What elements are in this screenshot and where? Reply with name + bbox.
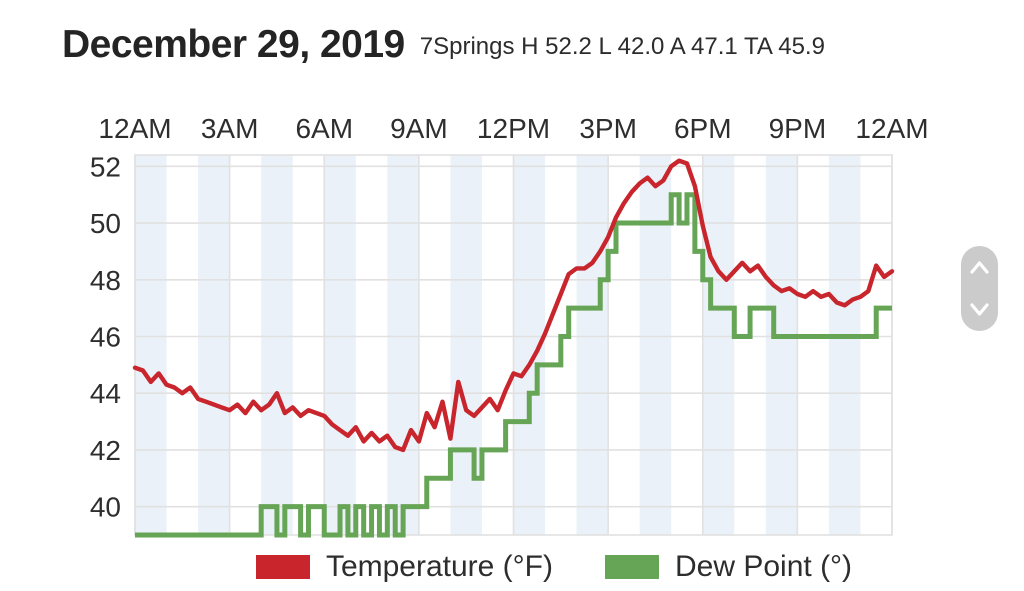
x-tick-label: 9AM: [390, 113, 448, 144]
plot-band: [765, 155, 798, 535]
temperature-swatch: [255, 555, 310, 579]
x-tick-label: 12AM: [855, 113, 928, 144]
y-tick-label: 50: [90, 208, 121, 239]
x-tick-label: 12AM: [98, 113, 171, 144]
scroll-down-button[interactable]: [961, 289, 998, 332]
y-tick-label: 46: [90, 321, 121, 352]
plot-band: [576, 155, 609, 535]
legend-item-dewpoint[interactable]: Dew Point (°): [605, 550, 852, 584]
temperature-legend-label: Temperature (°F): [325, 550, 553, 583]
x-tick-label: 9PM: [769, 113, 827, 144]
chevron-down-icon: [970, 303, 989, 316]
y-tick-label: 52: [90, 151, 121, 182]
x-tick-label: 6PM: [674, 113, 732, 144]
x-tick-label: 6AM: [295, 113, 353, 144]
legend-item-temperature[interactable]: Temperature (°F): [255, 550, 553, 584]
plot-border: [134, 154, 893, 536]
station-stats: 7Springs H 52.2 L 42.0 A 47.1 TA 45.9: [419, 33, 825, 60]
plot-band: [702, 155, 735, 535]
x-tick-label: 3AM: [201, 113, 259, 144]
x-tick-label: 12PM: [477, 113, 550, 144]
y-tick-label: 44: [90, 378, 121, 409]
dewpoint-swatch: [605, 555, 659, 579]
chevron-up-icon: [970, 261, 989, 274]
plot-band: [450, 155, 482, 535]
plot-band: [198, 155, 230, 535]
y-tick-label: 48: [90, 265, 121, 296]
chart-legend: Temperature (°F) Dew Point (°): [0, 550, 1024, 584]
temperature-line[interactable]: [132, 158, 895, 453]
plot-band: [135, 155, 167, 535]
plot-band: [387, 155, 419, 535]
scroll-stepper: [961, 246, 998, 331]
x-tick-label: 3PM: [579, 113, 637, 144]
page-title: December 29, 2019: [62, 23, 405, 66]
dewpoint-line[interactable]: [135, 192, 892, 538]
dewpoint-legend-label: Dew Point (°): [675, 550, 853, 583]
y-tick-label: 40: [90, 492, 121, 523]
plot-band: [639, 155, 672, 535]
plot-band: [261, 155, 293, 535]
y-tick-label: 42: [90, 435, 121, 466]
temperature-dewpoint-chart[interactable]: 12AM 3AM 6AM 9AM 12PM 3PM 6PM 9PM 12AM 52 50 48 46 44…: [0, 0, 1024, 545]
scroll-up-button[interactable]: [961, 246, 998, 289]
plot-band: [324, 155, 356, 535]
plot-band: [828, 155, 861, 535]
header: December 29, 2019 7Springs H 52.2 L 42.0…: [62, 22, 825, 68]
